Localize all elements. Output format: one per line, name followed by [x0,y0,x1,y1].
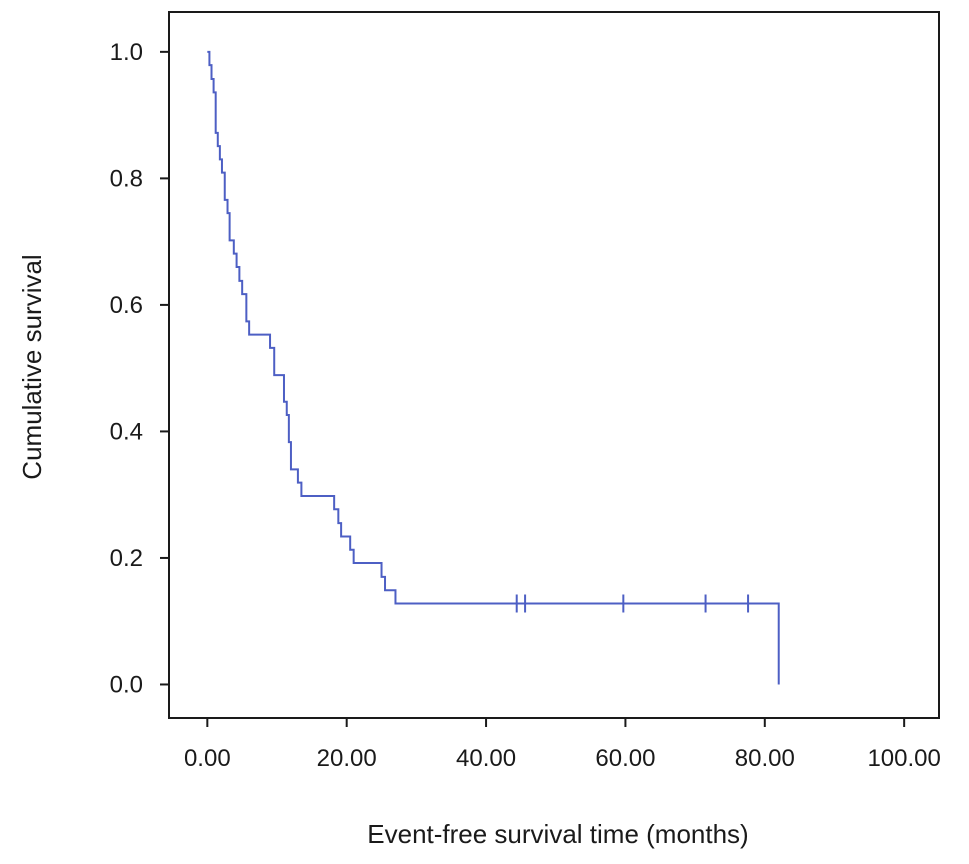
x-tick-label: 20.00 [317,745,377,772]
y-tick-label: 0.0 [110,671,143,698]
plot-frame [168,11,940,719]
y-axis-title: Cumulative survival [17,254,47,479]
survival-curves [207,50,780,685]
x-tick-label: 80.00 [735,745,795,772]
y-axis-ticks: 0.0 0.2 0.4 0.6 0.8 1.0 [110,39,169,698]
y-tick-label: 0.4 [110,418,143,445]
x-tick-label: 40.00 [456,745,516,772]
x-axis-title: Event-free survival time (months) [367,819,748,849]
x-tick-label: 0.00 [184,745,231,772]
y-tick-label: 0.6 [110,292,143,319]
y-tick-label: 1.0 [110,39,143,66]
y-tick-label: 0.8 [110,165,143,192]
y-tick-label: 0.2 [110,545,143,572]
survival-step-line [207,50,780,685]
x-tick-label: 60.00 [595,745,655,772]
x-axis-ticks: 0.00 20.00 40.00 60.00 80.00 100.00 [184,718,941,772]
x-tick-label: 100.00 [867,745,940,772]
